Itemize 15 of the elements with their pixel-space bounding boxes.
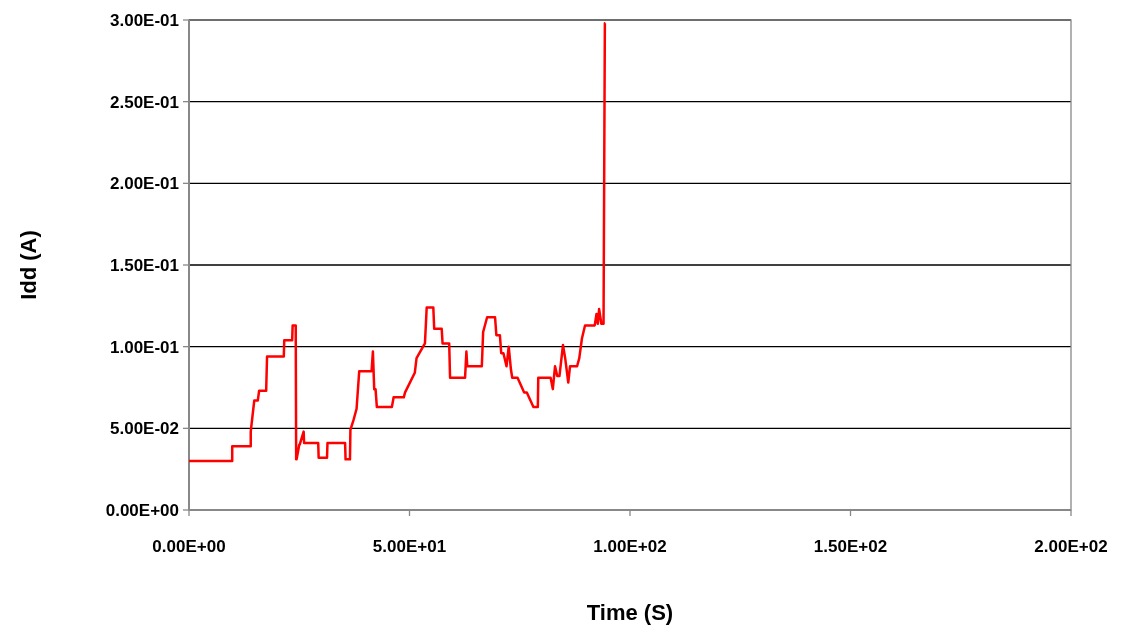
y-tick-label: 5.00E-02	[110, 419, 179, 439]
x-tick-label: 0.00E+00	[152, 537, 226, 556]
y-tick-label: 2.00E-01	[110, 174, 179, 194]
y-tick-label: 0.00E+00	[105, 500, 179, 520]
x-tick-label: 2.00E+02	[1034, 537, 1108, 556]
x-axis-title: Time (S)	[586, 600, 674, 625]
y-tick-label: 1.50E-01	[110, 255, 179, 275]
y-tick-label: 3.00E-01	[110, 10, 179, 30]
x-tick-label: 5.00E+01	[372, 537, 447, 556]
y-tick-label: 2.50E-01	[110, 92, 179, 112]
x-tick-label: 1.00E+02	[593, 537, 667, 556]
y-axis-title: Idd (A)	[16, 230, 41, 300]
x-tick-label: 1.50E+02	[813, 537, 888, 556]
y-tick-label: 1.00E-01	[110, 337, 179, 357]
line-series	[187, 22, 607, 463]
